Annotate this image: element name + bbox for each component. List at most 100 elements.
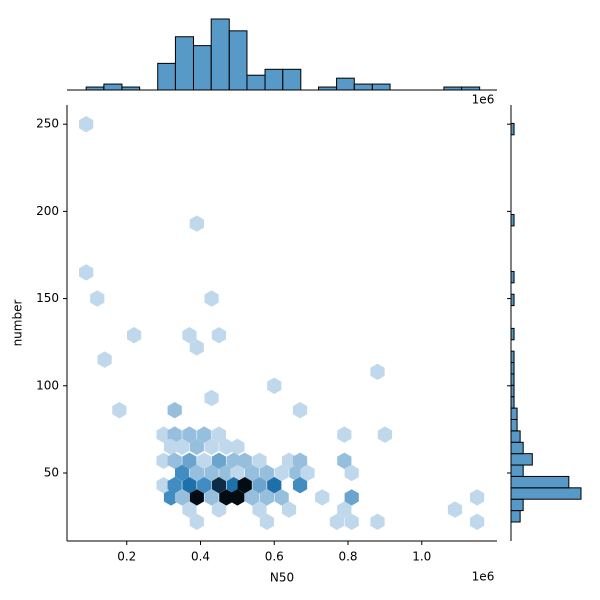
right-histogram-bar: [510, 270, 515, 284]
hexbin-cell: [252, 501, 267, 518]
hexbin-cell: [211, 452, 227, 469]
hexbin-cell: [112, 402, 127, 419]
hexbin-cell: [163, 438, 179, 456]
hexbin-cell: [469, 513, 485, 531]
right-histogram-bar: [510, 122, 515, 136]
hexbin-cell: [469, 489, 485, 506]
hexbin-cell: [267, 377, 282, 394]
right-histogram-bar: [510, 498, 524, 512]
hexbin-cell: [189, 464, 204, 482]
right-histogram-bar: [510, 214, 515, 227]
right-histogram-bar: [510, 441, 524, 455]
x-tick-label: 0.2: [117, 550, 136, 564]
right-histogram-bar: [510, 475, 570, 489]
right-histogram-bar: [510, 396, 515, 409]
x-tick-label: 0.6: [265, 550, 284, 564]
hexbin-cell: [259, 513, 274, 531]
hexbin-cell: [167, 402, 182, 419]
hexbin-cell: [204, 389, 219, 407]
hexbin-cell: [267, 476, 282, 494]
hexbin-cell: [182, 426, 197, 443]
top-histogram-bar: [371, 83, 391, 91]
hexbin-cell: [182, 327, 197, 344]
top-histogram-bar: [443, 86, 463, 91]
hexbin-cell: [182, 476, 197, 494]
hexbin-cell: [259, 489, 274, 506]
hexbin-cell: [174, 489, 190, 506]
hexbin-cell: [79, 264, 94, 281]
top-histogram-bar: [174, 36, 194, 91]
hexbin-cell: [127, 327, 142, 344]
right-histogram-bar: [510, 327, 515, 341]
right-histogram-bar: [510, 384, 515, 398]
x-tick-label: 0.8: [338, 550, 357, 564]
hexbin-cell: [219, 438, 234, 456]
right-histogram-bar: [510, 373, 515, 386]
hexbin-cell: [344, 464, 359, 482]
hexbin-cell: [189, 339, 204, 356]
y-tick-label: 50: [44, 465, 59, 479]
top-histogram-bar: [103, 83, 123, 91]
hexbin-cell: [204, 489, 219, 506]
right-histogram-bar: [510, 453, 533, 466]
hexbin-cell: [281, 501, 297, 518]
top-histogram-bar: [264, 68, 284, 91]
right-histogram-bar: [510, 510, 521, 523]
hexbin-cell: [274, 489, 289, 506]
top-histogram-bar: [121, 86, 141, 91]
hexbin-cell: [174, 464, 190, 482]
top-histogram-bar: [85, 86, 105, 91]
hexbin-cell: [230, 489, 245, 506]
hexbin-cell: [197, 452, 212, 469]
hexbin-cell: [237, 476, 252, 494]
right-histogram-bar: [510, 350, 515, 364]
hexbin-cell: [211, 501, 227, 518]
hexbin-cell: [219, 489, 234, 506]
hexbin-cell: [337, 501, 352, 518]
hexbin-cell: [292, 402, 308, 419]
right-histogram-bar: [510, 487, 582, 500]
hexbin-cell: [189, 489, 204, 506]
hexbin-cell: [252, 452, 267, 469]
right-histogram-bar: [510, 293, 515, 307]
right-histogram-bar: [510, 430, 521, 443]
hexbin-cell: [204, 464, 219, 482]
top-histogram-bar: [246, 74, 266, 91]
hexbin-cell: [211, 476, 227, 494]
x-offset-label: 1e6: [472, 93, 495, 107]
hexbin-cell: [245, 464, 260, 482]
hexbin-cell: [189, 513, 204, 531]
hexbin-cell: [204, 290, 219, 307]
top-histogram-bar: [157, 62, 176, 91]
hexbin-cell: [274, 464, 289, 482]
hexbin-cell: [281, 452, 297, 469]
x-offset-label: 1e6: [472, 570, 495, 584]
hexbin-cell: [189, 438, 204, 456]
hexbin-cell: [237, 452, 252, 469]
top-histogram-bar: [336, 77, 355, 91]
top-histogram-bar: [461, 86, 481, 91]
hexbin-cell: [211, 426, 227, 443]
hexbin-cell: [377, 426, 392, 443]
hexbin-cell: [337, 452, 352, 469]
x-tick-label: 0.4: [191, 550, 210, 564]
hexbin-cell: [204, 438, 219, 456]
hexbin-cell: [329, 513, 345, 531]
top-histogram-bar: [353, 83, 373, 91]
y-tick-label: 150: [36, 291, 59, 305]
hexbin-cell: [163, 489, 179, 506]
y-tick-label: 100: [36, 378, 59, 392]
top-histogram-bar: [228, 30, 248, 91]
y-axis-label: number: [11, 300, 25, 347]
hexbin-cell: [259, 464, 274, 482]
y-tick-label: 200: [36, 204, 59, 218]
hexbin-cell: [315, 489, 330, 506]
top-histogram-bar: [210, 18, 230, 91]
hexbin-cell: [219, 464, 234, 482]
hexbin-cell: [97, 351, 112, 368]
top-histogram-bar: [318, 86, 338, 91]
hexbin-cell: [167, 452, 182, 469]
hexbin-cell: [292, 476, 308, 494]
hexbin-cell: [156, 426, 171, 443]
